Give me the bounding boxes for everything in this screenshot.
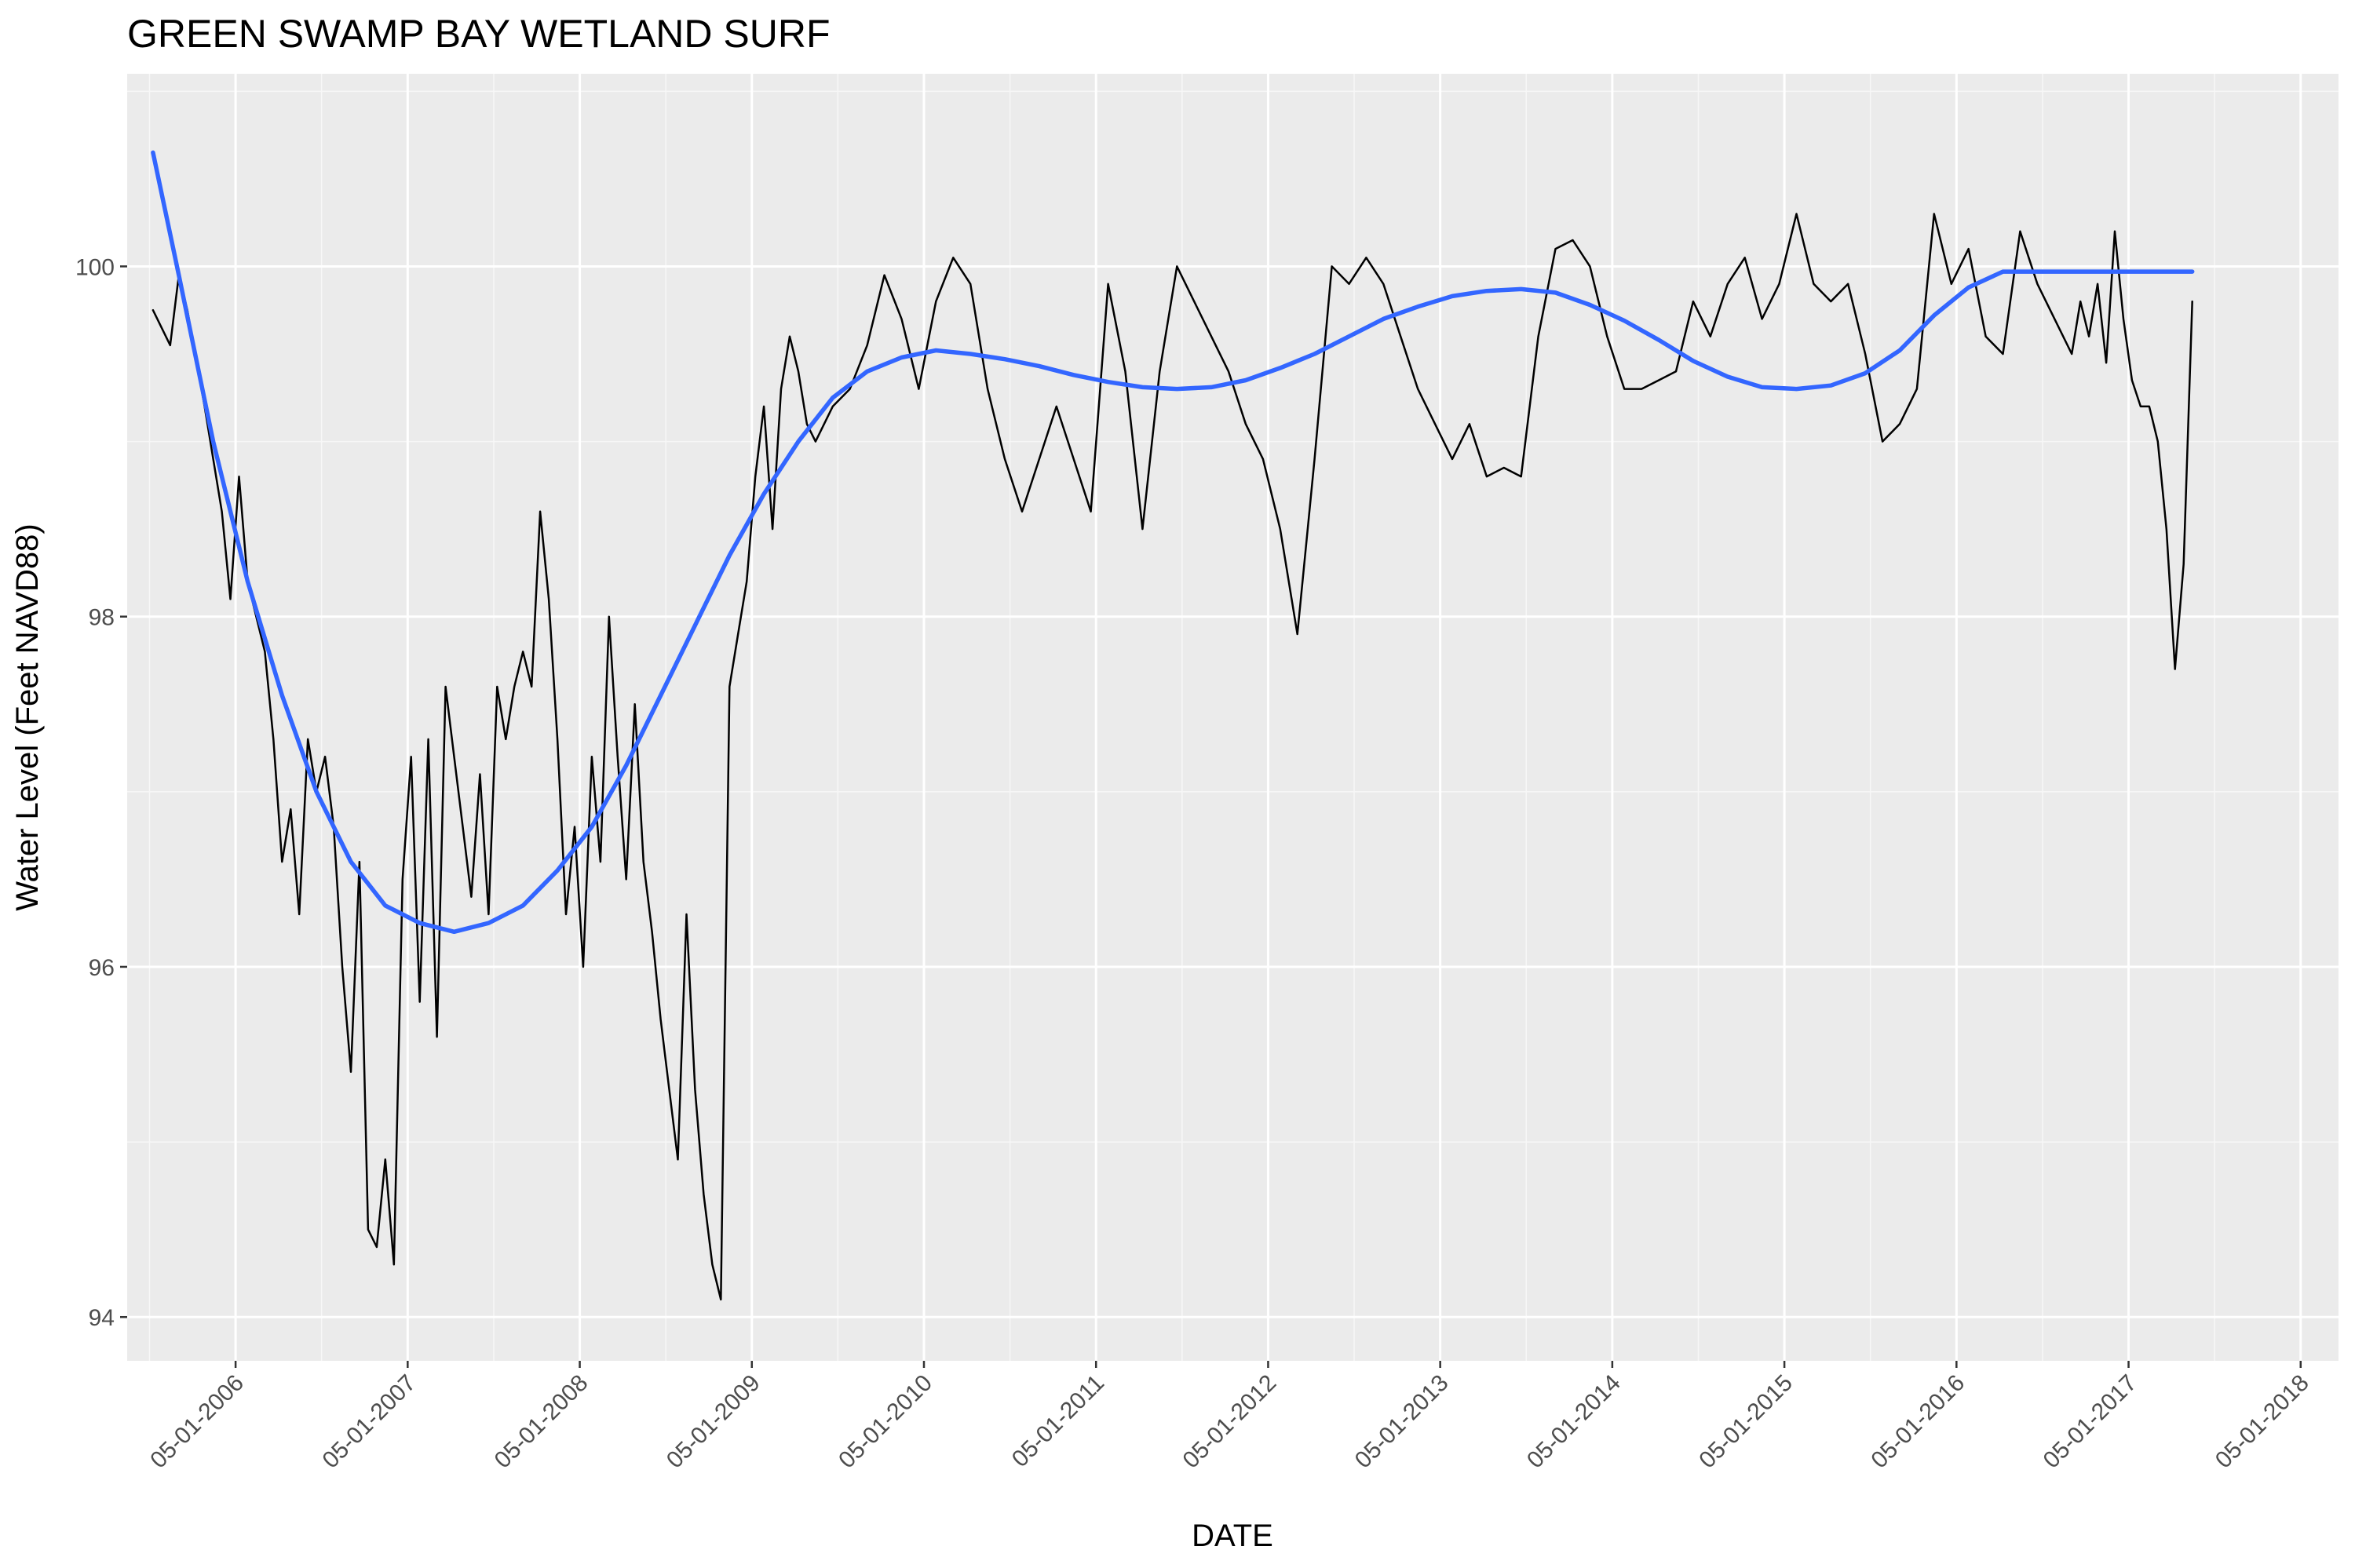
minor-gridlines xyxy=(127,74,2339,1361)
x-axis: 05-01-2006 05-01-2007 05-01-2008 05-01-2009… xyxy=(145,1361,2314,1473)
x-tick-label: 05-01-2006 xyxy=(145,1370,249,1474)
x-tick-label: 05-01-2012 xyxy=(1178,1370,1282,1474)
x-tick-label: 05-01-2018 xyxy=(2211,1370,2314,1474)
x-tick-label: 05-01-2017 xyxy=(2039,1370,2142,1474)
x-tick-label: 05-01-2011 xyxy=(1007,1370,1109,1472)
x-tick-label: 05-01-2014 xyxy=(1522,1370,1626,1474)
x-tick-label: 05-01-2015 xyxy=(1694,1370,1798,1474)
y-tick-label: 94 xyxy=(89,1305,115,1331)
x-tick-label: 05-01-2007 xyxy=(317,1370,421,1474)
x-tick-label: 05-01-2010 xyxy=(834,1370,937,1474)
y-axis: 94 96 98 100 xyxy=(75,254,127,1331)
x-tick-label: 05-01-2009 xyxy=(662,1370,765,1474)
series-layer xyxy=(151,150,2195,1301)
y-tick-label: 100 xyxy=(75,254,115,280)
smoothed-trend-line xyxy=(151,150,2195,935)
y-axis-title: Water Level (Feet NAVD88) xyxy=(10,523,45,911)
water-level-line xyxy=(152,213,2193,1301)
chart-title: GREEN SWAMP BAY WETLAND SURF xyxy=(127,12,831,56)
y-tick-label: 98 xyxy=(89,605,115,631)
x-tick-label: 05-01-2016 xyxy=(1866,1370,1970,1474)
x-tick-label: 05-01-2008 xyxy=(490,1370,593,1474)
y-tick-label: 96 xyxy=(89,955,115,981)
x-axis-title: DATE xyxy=(1192,1519,1273,1553)
major-gridlines xyxy=(127,74,2339,1361)
x-tick-label: 05-01-2013 xyxy=(1350,1370,1454,1474)
